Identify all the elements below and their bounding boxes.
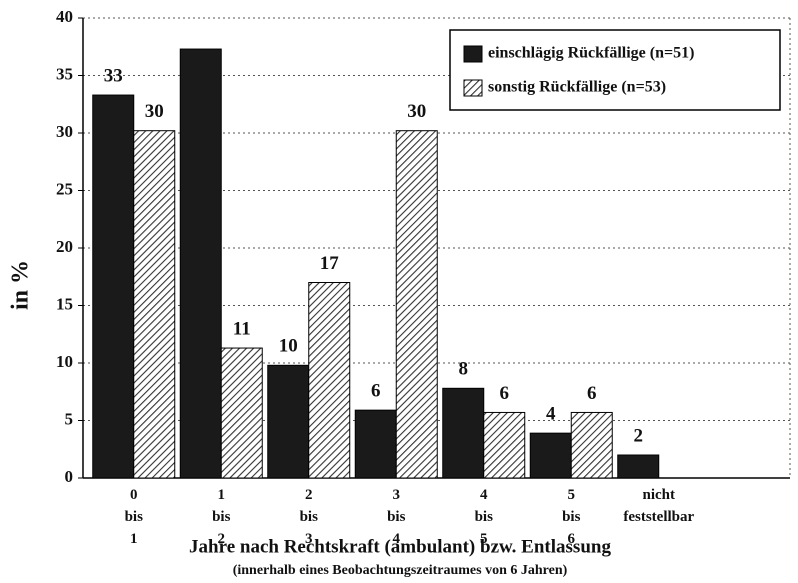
value-label: 10 (279, 336, 298, 357)
x-axis-title: Jahre nach Rechtskraft (ambulant) bzw. E… (189, 536, 611, 557)
value-label: 6 (371, 381, 381, 402)
value-label: 33 (104, 65, 123, 86)
y-tick-label: 5 (65, 409, 74, 428)
bar (354, 409, 397, 479)
x-tick-label: 5 bis 6 (562, 487, 581, 547)
x-tick-label: 4 bis 5 (475, 487, 494, 547)
y-tick-label: 30 (56, 122, 73, 141)
y-tick-label: 0 (65, 467, 74, 486)
bar (529, 432, 572, 479)
value-label: 30 (407, 101, 426, 122)
legend-label: sonstig Rückfällige (n=53) (488, 79, 666, 96)
y-tick-label: 15 (56, 294, 73, 313)
y-tick-label: 25 (56, 179, 73, 198)
value-label: 2 (634, 425, 644, 446)
value-label: 30 (145, 101, 164, 122)
y-tick-label: 10 (56, 352, 73, 371)
y-axis-title: in % (8, 260, 34, 310)
bar (570, 411, 613, 479)
bar (179, 48, 222, 479)
x-tick-label: 2 bis 3 (300, 487, 319, 547)
value-label: 6 (587, 383, 597, 404)
y-tick-label: 20 (56, 237, 73, 256)
bar (220, 347, 263, 479)
bar (483, 411, 526, 479)
value-label: 11 (233, 318, 251, 339)
x-axis-subtitle: (innerhalb eines Beobachtungszeitraumes … (233, 563, 568, 578)
x-tick-label: 3 bis 4 (387, 487, 406, 547)
bar (308, 282, 351, 479)
legend-swatch (463, 79, 483, 97)
y-tick-label: 40 (56, 7, 73, 26)
bar (617, 454, 660, 479)
y-tick-label: 35 (56, 64, 73, 83)
x-tick-label: 1 bis 2 (212, 487, 231, 547)
bar (267, 364, 310, 479)
x-tick-label: 0 bis 1 (125, 487, 144, 547)
bar (442, 387, 485, 479)
value-label: 6 (500, 383, 510, 404)
legend-swatch (463, 45, 483, 63)
value-label: 4 (546, 404, 556, 425)
bar (133, 130, 176, 479)
bar (92, 94, 135, 479)
legend-box (449, 29, 781, 111)
legend-label: einschlägig Rückfällige (n=51) (488, 45, 694, 62)
bar (395, 130, 438, 479)
x-tick-label: nicht feststellbar (623, 487, 694, 525)
value-label: 17 (320, 253, 340, 274)
value-label: 8 (459, 359, 469, 380)
